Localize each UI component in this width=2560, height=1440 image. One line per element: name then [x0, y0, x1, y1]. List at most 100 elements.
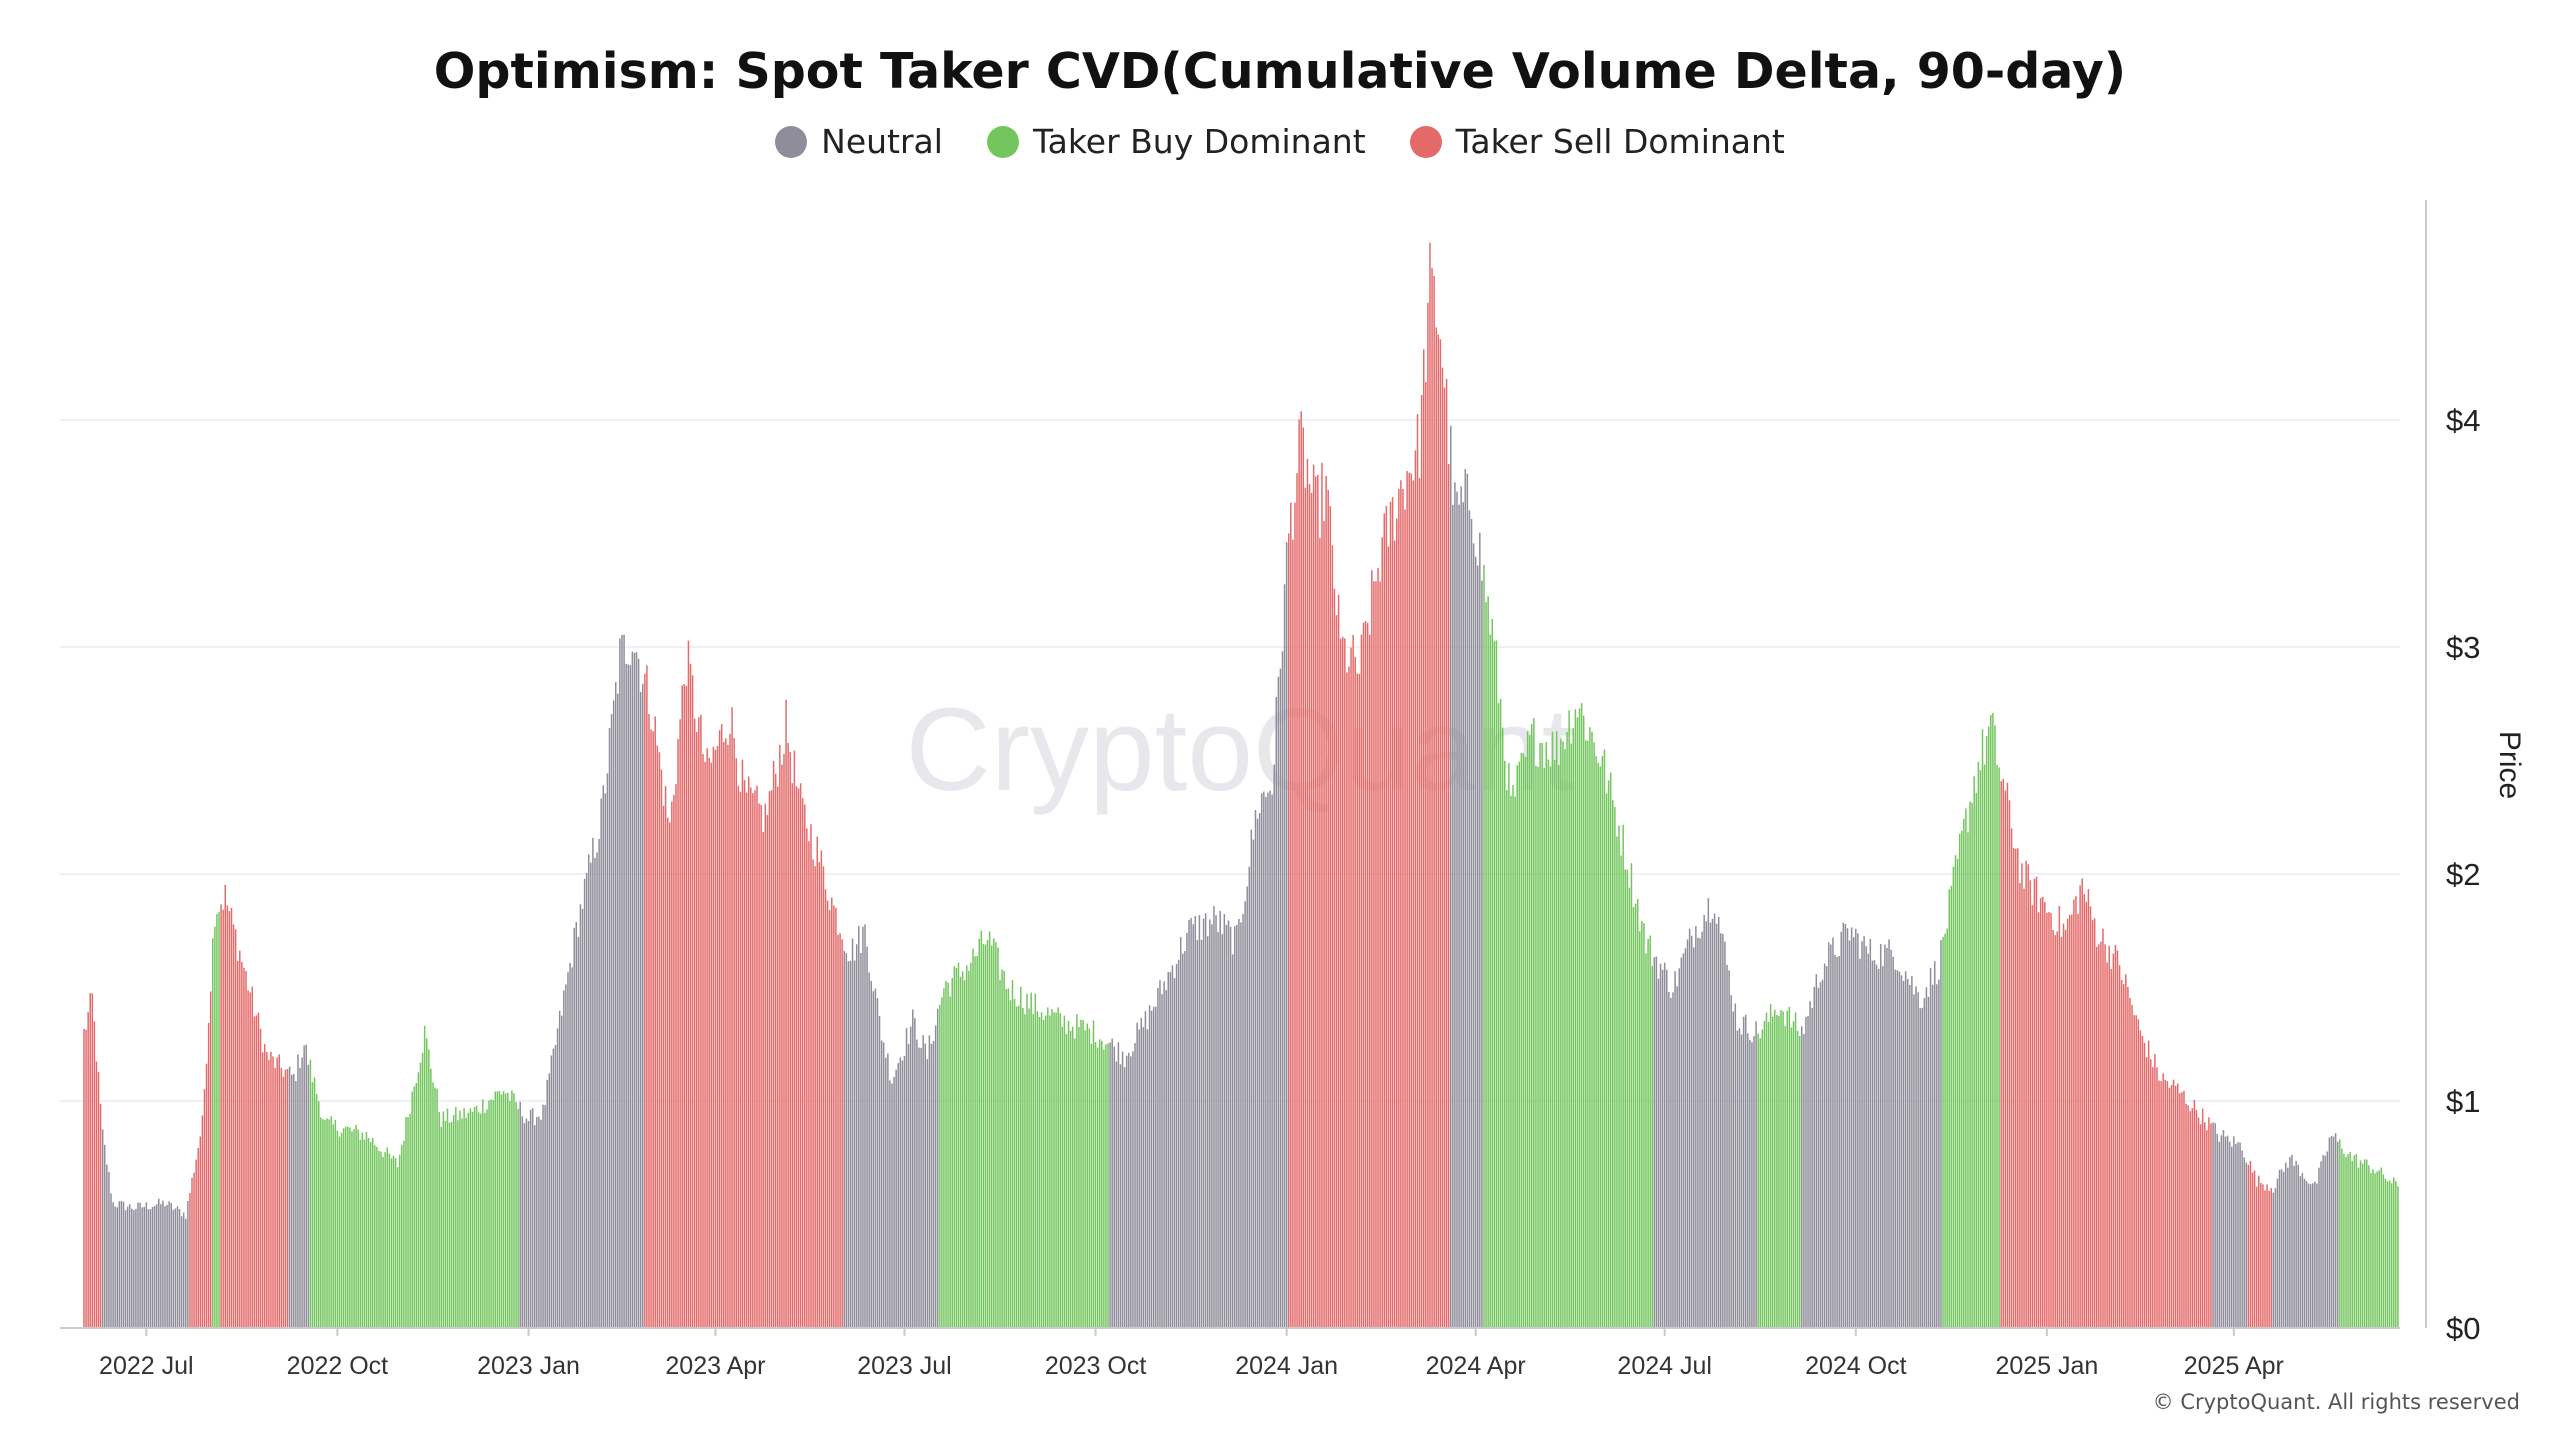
- bar: [519, 1101, 521, 1328]
- legend-dot-taker-sell: [1409, 125, 1442, 158]
- bar: [2357, 1167, 2360, 1328]
- bar: [2081, 878, 2083, 1328]
- bar: [723, 742, 725, 1328]
- bar: [1578, 708, 1581, 1328]
- bar: [2222, 1130, 2225, 1328]
- bar: [1801, 1026, 1803, 1328]
- bar: [822, 866, 825, 1328]
- bar: [1165, 990, 1167, 1328]
- bar: [2179, 1093, 2181, 1328]
- bar: [1790, 1027, 1793, 1328]
- bar: [1825, 966, 1828, 1328]
- bar: [2091, 920, 2094, 1328]
- bar: [1499, 698, 1502, 1328]
- bar: [1140, 1017, 1143, 1328]
- bar: [2363, 1159, 2366, 1328]
- x-tick-label: 2024 Jan: [1235, 1352, 1338, 1380]
- bar: [804, 804, 806, 1328]
- bar: [1206, 936, 1209, 1328]
- bar: [392, 1155, 395, 1328]
- bar: [486, 1109, 488, 1328]
- bar: [297, 1054, 299, 1328]
- bar: [1846, 928, 1849, 1328]
- bar: [355, 1124, 357, 1328]
- bar: [1198, 915, 1201, 1328]
- bar: [955, 968, 958, 1328]
- bar: [2214, 1123, 2216, 1328]
- bar: [263, 1044, 266, 1328]
- bar: [160, 1204, 162, 1328]
- bar: [2349, 1152, 2351, 1328]
- bar: [2220, 1135, 2223, 1328]
- bar: [293, 1073, 295, 1328]
- bar: [500, 1094, 503, 1328]
- bar: [2251, 1172, 2254, 1328]
- bar: [2127, 986, 2129, 1328]
- bar: [1599, 766, 1602, 1328]
- bar: [2388, 1180, 2391, 1328]
- bar: [1784, 1025, 1786, 1328]
- bar: [419, 1062, 422, 1328]
- bar: [1678, 968, 1680, 1328]
- bar: [517, 1108, 519, 1328]
- bar: [369, 1142, 372, 1328]
- bar: [382, 1156, 384, 1328]
- bar: [386, 1147, 389, 1328]
- bar: [1919, 1008, 1921, 1328]
- bar: [999, 979, 1001, 1328]
- legend-item-neutral[interactable]: Neutral: [775, 122, 943, 161]
- bar: [1431, 268, 1433, 1328]
- bar: [176, 1206, 179, 1328]
- bar: [2216, 1133, 2218, 1328]
- x-tick-label: 2022 Oct: [287, 1352, 389, 1380]
- bar: [2299, 1176, 2302, 1328]
- bar: [2108, 945, 2110, 1328]
- bar: [920, 1048, 922, 1328]
- bar: [2199, 1124, 2202, 1328]
- legend-item-taker-sell[interactable]: Taker Sell Dominant: [1409, 122, 1785, 161]
- bar: [961, 971, 964, 1328]
- bar: [2064, 929, 2067, 1328]
- bar: [1699, 938, 1701, 1328]
- bar: [1695, 926, 1697, 1328]
- bar: [770, 790, 773, 1328]
- legend-item-taker-buy[interactable]: Taker Buy Dominant: [986, 122, 1366, 161]
- bar: [1038, 1017, 1041, 1328]
- bar: [1728, 970, 1730, 1328]
- bar: [648, 714, 650, 1328]
- bar: [1514, 796, 1516, 1328]
- bar: [720, 724, 723, 1328]
- bar: [1541, 742, 1543, 1328]
- bar: [826, 900, 829, 1328]
- bar: [286, 1069, 289, 1328]
- bar: [1931, 984, 1934, 1328]
- bar: [1337, 594, 1340, 1328]
- bar: [1034, 993, 1037, 1328]
- bar: [1994, 725, 1996, 1328]
- bar: [504, 1093, 507, 1328]
- bar: [951, 977, 953, 1328]
- bar: [1458, 504, 1460, 1328]
- bar: [1323, 520, 1325, 1328]
- bar: [889, 1080, 891, 1328]
- bar: [1553, 759, 1556, 1328]
- bar: [1821, 979, 1824, 1328]
- bar: [646, 665, 648, 1328]
- bar: [1150, 1010, 1153, 1328]
- bar: [774, 773, 777, 1328]
- bar: [2191, 1108, 2194, 1328]
- bar: [2125, 974, 2127, 1328]
- bar: [162, 1200, 164, 1328]
- bar: [2208, 1117, 2210, 1328]
- bar: [1211, 924, 1213, 1328]
- bar: [1379, 581, 1381, 1328]
- bar: [816, 836, 818, 1328]
- bar: [1767, 1021, 1770, 1328]
- bar: [953, 966, 956, 1328]
- bar: [560, 1015, 563, 1328]
- bar: [1350, 647, 1352, 1328]
- bar: [750, 787, 752, 1328]
- bar: [2046, 912, 2048, 1328]
- bar: [1626, 869, 1629, 1328]
